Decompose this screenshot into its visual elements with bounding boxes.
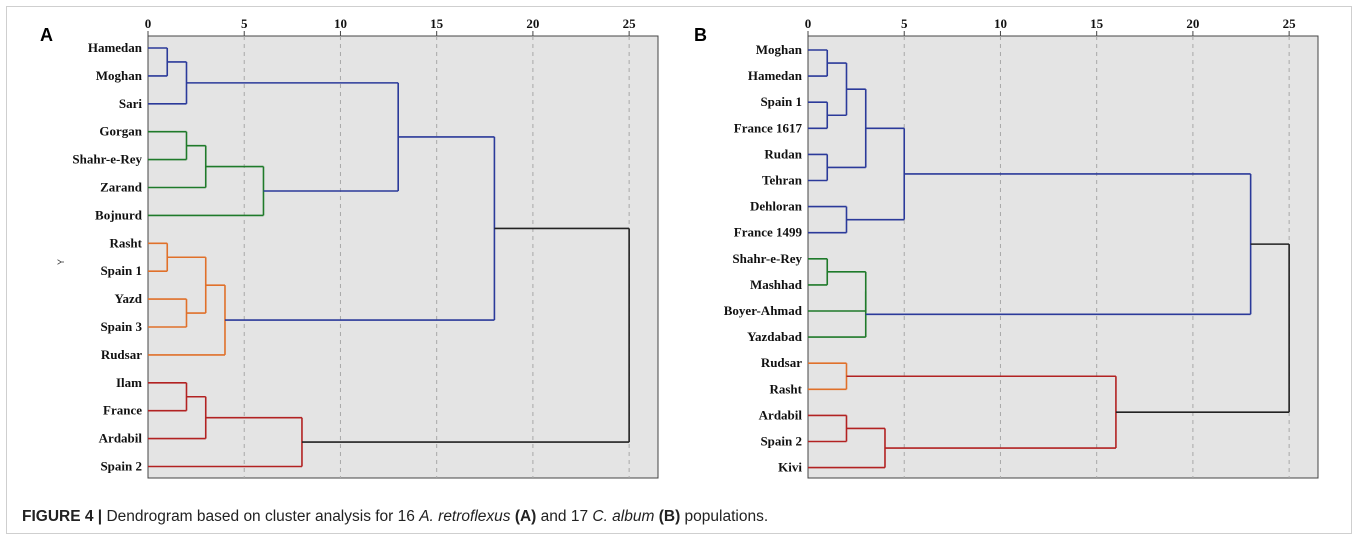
leaf-label: Zarand	[100, 180, 143, 195]
leaf-label: Rasht	[109, 235, 142, 250]
tick-label: 10	[334, 16, 347, 31]
tick-label: 5	[241, 16, 248, 31]
dendrogram-panel-b: 0 5 10 15 20 25 B Moghan Hamedan Spain 1 France 16…	[694, 16, 1319, 479]
dendrogram-link	[301, 227, 630, 443]
tick-label: 15	[1090, 16, 1104, 31]
leaf-label: Moghan	[96, 68, 143, 83]
leaf-label: France 1617	[734, 120, 803, 135]
tick-label: 15	[430, 16, 444, 31]
leaf-label: France	[103, 403, 142, 418]
leaf-label: Rasht	[769, 381, 802, 396]
leaf-label: Ilam	[116, 375, 142, 390]
dendrogram-link	[1115, 243, 1290, 413]
side-axis-label: Y	[56, 259, 66, 265]
caption-panel-b-ref: (B)	[654, 508, 681, 525]
plot-area	[147, 35, 659, 479]
leaf-label: Tehran	[762, 173, 803, 188]
leaf-label: Ardabil	[99, 431, 143, 446]
leaf-label: Kivi	[778, 460, 802, 475]
tick-label: 0	[145, 16, 152, 31]
figure-frame	[6, 6, 1352, 534]
leaf-label: Dehloran	[750, 199, 803, 214]
leaf-label: Yazdabad	[747, 329, 803, 344]
caption-panel-a-ref: (A)	[510, 508, 537, 525]
leaf-label: Rudsar	[761, 355, 802, 370]
leaf-label: Gorgan	[99, 124, 142, 139]
tick-label: 25	[1283, 16, 1297, 31]
leaf-label: Sari	[119, 96, 143, 111]
leaf-label: Spain 1	[100, 263, 142, 278]
caption-prefix: FIGURE 4 |	[22, 508, 103, 525]
leaf-label: Rudan	[764, 146, 802, 161]
tick-label: 25	[623, 16, 637, 31]
leaf-label: Hamedan	[88, 40, 143, 55]
caption-species-1: A. retroflexus	[419, 508, 511, 525]
leaf-label: Spain 1	[760, 94, 802, 109]
leaf-label: Bojnurd	[95, 207, 143, 222]
caption-text-3: populations.	[680, 508, 769, 525]
figure-caption: FIGURE 4 | Dendrogram based on cluster a…	[22, 508, 768, 526]
leaf-label: Moghan	[756, 42, 803, 57]
leaf-label: Mashhad	[750, 277, 803, 292]
leaf-label: Shahr-e-Rey	[72, 152, 142, 167]
tick-label: 20	[1186, 16, 1199, 31]
leaf-label: Boyer-Ahmad	[724, 303, 803, 318]
tick-label: 0	[805, 16, 812, 31]
leaf-label: Rudsar	[101, 347, 142, 362]
leaf-label: Hamedan	[748, 68, 803, 83]
leaf-label: Spain 3	[100, 319, 142, 334]
plot-area	[807, 35, 1319, 479]
tick-label: 20	[526, 16, 539, 31]
caption-text-1: Dendrogram based on cluster analysis for…	[102, 508, 420, 525]
leaf-label: Spain 2	[100, 459, 142, 474]
leaf-label: Shahr-e-Rey	[732, 251, 802, 266]
caption-species-2: C. album	[592, 508, 655, 525]
dendrogram-panel-a: 0 5 10 15 20 25 A Y Hamedan Moghan Sari Gorgan Shahr…	[40, 16, 659, 479]
panel-label: A	[40, 25, 53, 45]
leaf-label: Spain 2	[760, 434, 802, 449]
tick-label: 10	[994, 16, 1007, 31]
leaf-label: Yazd	[115, 291, 143, 306]
leaf-label: Ardabil	[759, 407, 803, 422]
tick-label: 5	[901, 16, 908, 31]
caption-text-2: and 17	[536, 508, 593, 525]
panel-label: B	[694, 25, 707, 45]
leaf-label: France 1499	[734, 225, 803, 240]
